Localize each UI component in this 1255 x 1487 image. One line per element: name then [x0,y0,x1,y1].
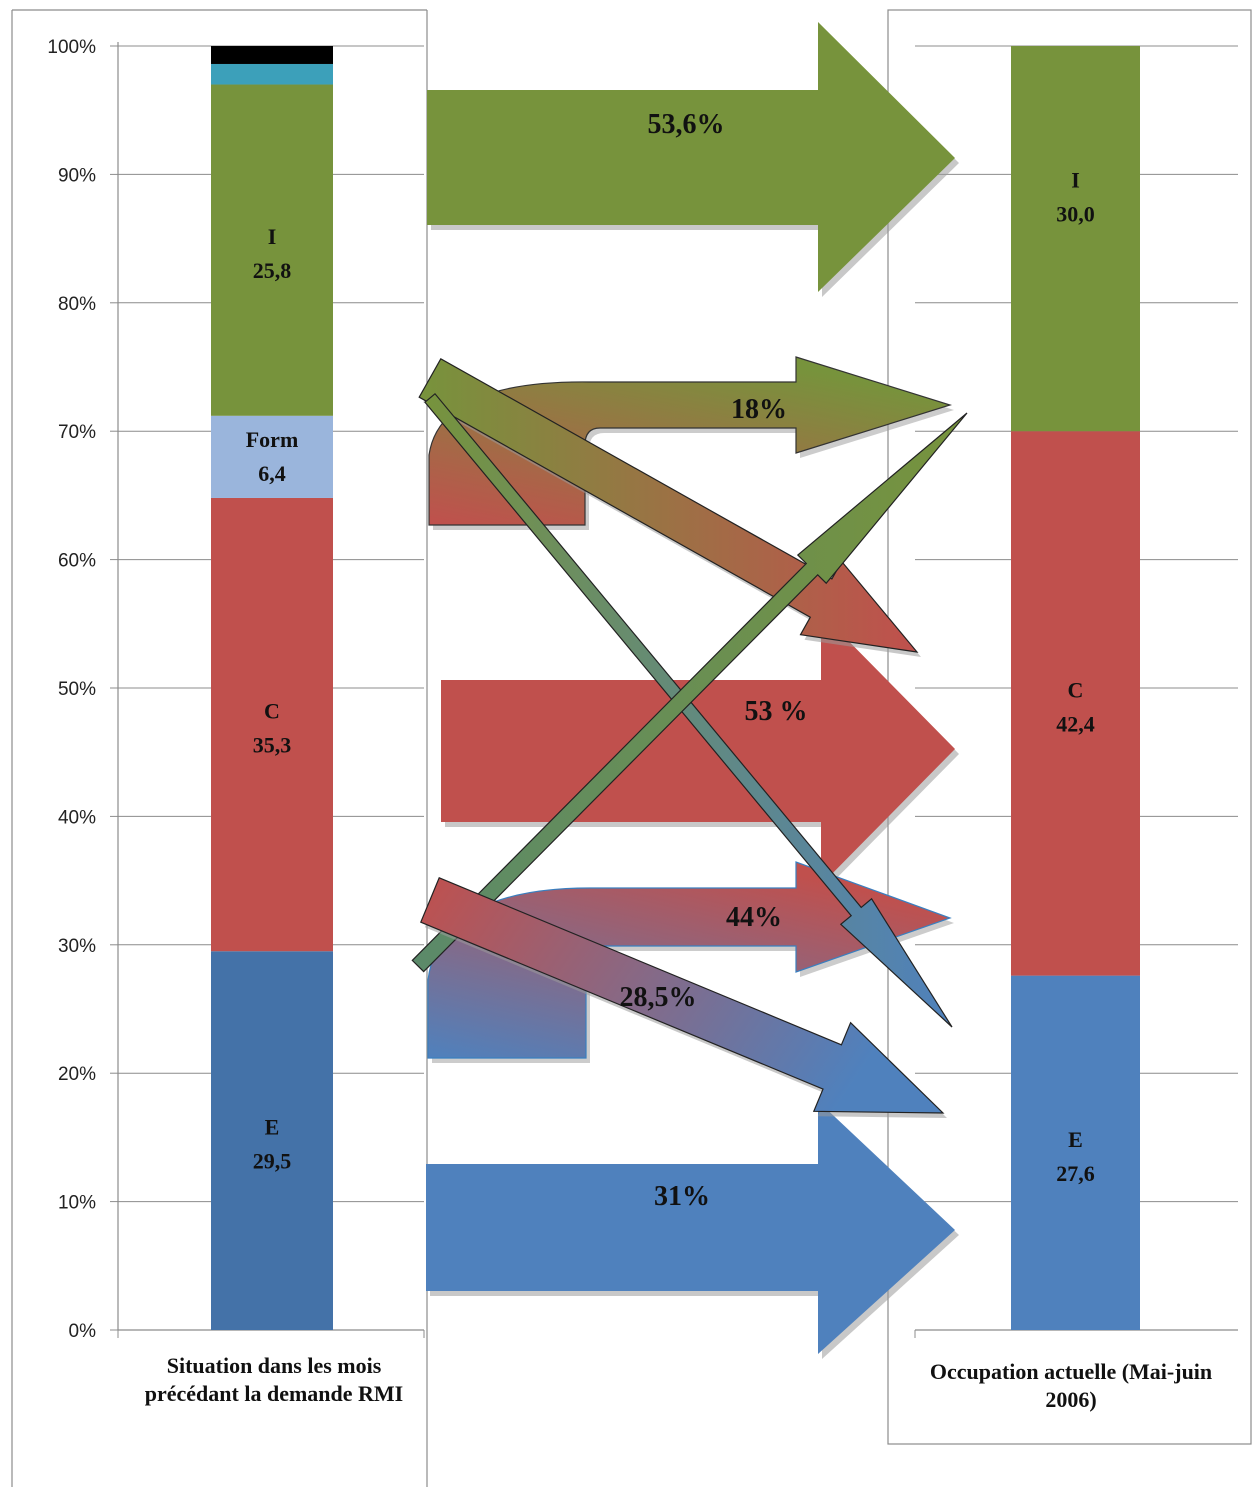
y-tick-label: 30% [58,936,96,957]
flow-label-e-to-e: 31% [654,1181,710,1212]
left-category-label: Situation dans les mois précédant la dem… [144,1353,404,1406]
flow-label-c-to-e: 28,5% [620,982,697,1013]
y-tick-label: 70% [58,422,96,443]
flow-arrow-i-to-i [427,22,955,292]
right-bar-segment-value-i: 30,0 [1056,202,1095,227]
flow-label-c-to-c: 53 % [745,696,808,727]
right-bar-segment-i [1011,46,1140,432]
flow-label-e-to-c: 44% [726,902,782,933]
flow-label-c-to-i: 18% [731,394,787,425]
flow-arrow-e-to-e [426,1101,955,1354]
left-bar-segment-value-form: 6,4 [258,461,286,486]
y-tick-label: 0% [69,1321,97,1342]
left-bar-segment-value-c: 35,3 [253,733,292,758]
left-bar-segment-label-form: Form [246,427,299,452]
left-bar-segment-label-c: C [264,699,280,724]
left-bar-segment-label-i: I [268,224,277,249]
y-tick-label: 20% [58,1064,96,1085]
left-bar-segment-value-e: 29,5 [253,1149,292,1174]
y-tick-label: 60% [58,551,96,572]
right-bar-segment-label-i: I [1071,168,1080,193]
y-tick-label: 80% [58,294,96,315]
right-category-label: Occupation actuelle (Mai-juin 2006) [929,1359,1213,1412]
left-bar-segment-value-i: 25,8 [253,258,292,283]
left-bar-segment-c [211,497,333,952]
y-tick-label: 100% [47,37,96,58]
flow-arrow-i-to-e [424,392,953,1028]
right-bar-segment-label-c: C [1068,677,1084,702]
left-bar-segment-i [211,84,333,416]
left-bar-segment-form [211,415,333,498]
right-bar-segment-value-c: 42,4 [1056,711,1095,736]
right-bar-segment-label-e: E [1068,1127,1083,1152]
flow-arrow-c-to-c [441,613,955,885]
left-bar-segment-e [211,951,333,1330]
y-tick-label: 50% [58,679,96,700]
flow-label-i-to-i: 53,6% [648,109,725,140]
y-tick-label: 10% [58,1193,96,1214]
right-bar-segment-value-e: 27,6 [1056,1161,1095,1186]
left-bar-segment-label-e: E [265,1115,280,1140]
right-bar-segment-c [1011,431,1140,976]
flow-arrow-c-to-e [420,877,945,1114]
left-bar-segment-other2 [211,46,333,64]
left-bar-segment-other1 [211,63,333,85]
y-tick-label: 90% [58,165,96,186]
y-tick-label: 40% [58,807,96,828]
right-bar-segment-e [1011,975,1140,1330]
